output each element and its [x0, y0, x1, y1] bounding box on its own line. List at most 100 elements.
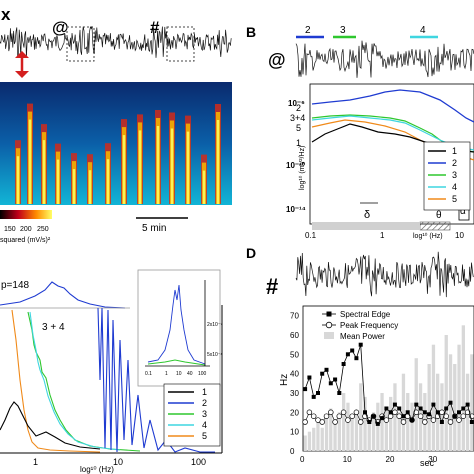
panel-b-curve-2	[311, 89, 474, 123]
panel-b: B 2 3 4 @ 10⁻⁶ 10⁻¹⁰ 10⁻¹⁴ log¹⁰ (mV²/Hz…	[246, 24, 474, 240]
panel-c-inset-y-tick-2: 5x10⁻⁸	[207, 352, 223, 358]
peak-frequency-point	[332, 419, 338, 425]
panel-b-x-label: log¹⁰ (Hz)	[413, 232, 443, 240]
mean-power-bar	[410, 402, 414, 451]
panel-c-inset-x-tick-5: 100	[198, 371, 207, 377]
spectral-edge-point	[410, 418, 414, 423]
spectrogram-burst	[186, 131, 190, 204]
spectral-edge-point	[307, 375, 312, 380]
mean-power-bar	[389, 396, 393, 451]
peak-frequency-point	[460, 413, 467, 419]
panel-c-inset-x-tick-2: 1	[165, 371, 168, 377]
peak-frequency-point	[439, 409, 445, 416]
peak-frequency-point	[336, 413, 343, 419]
panel-a-colorbar-tick-2: 200	[20, 226, 32, 233]
panel-b-band-4-label: 4	[420, 25, 426, 36]
panel-d-legend-edge-marker	[326, 311, 332, 317]
panel-d-y-tick: 0	[290, 447, 295, 456]
peak-frequency-point	[319, 419, 325, 425]
panel-a: x @ # 150 200 250 squared (mV/s)² 5 min	[0, 5, 232, 244]
spectral-edge-point	[452, 414, 457, 419]
spectrogram-burst	[88, 170, 92, 204]
panel-b-x-tick-1: 0.1	[305, 231, 317, 240]
spectral-edge-point	[469, 420, 474, 424]
mean-power-bar	[457, 344, 461, 451]
mean-power-bar	[461, 325, 465, 451]
spectral-edge-point	[439, 420, 444, 424]
spectral-edge-point	[354, 356, 359, 361]
panel-d-spectral-edge-markers	[303, 342, 474, 426]
mean-power-bar	[359, 383, 363, 451]
mean-power-bar	[324, 416, 329, 451]
mean-power-bar	[354, 412, 359, 451]
panel-b-legend-3: 3	[452, 170, 457, 180]
panel-a-box-at	[66, 26, 95, 62]
spectrogram-burst	[106, 159, 110, 204]
spectral-edge-point	[337, 391, 342, 395]
mean-power-bar	[337, 412, 341, 451]
spectrogram-burst	[56, 159, 60, 204]
peak-frequency-point	[396, 413, 402, 419]
mean-power-bar	[406, 393, 410, 451]
panel-d-x-ticks: 0 10 20 30	[300, 455, 438, 464]
panel-c-x-tick-2: 10	[113, 457, 123, 467]
panel-c-curve-1	[0, 401, 101, 450]
spectral-edge-point	[358, 342, 363, 347]
panel-c-top-blue-curve	[0, 281, 126, 309]
panel-c: p=148 3 + 4 1 10 100 log¹⁰ (Hz) 2x10⁻⁷ 5…	[0, 269, 223, 474]
panel-d-letter: D	[246, 245, 256, 261]
panel-a-at-marker: @	[52, 18, 69, 37]
mean-power-bar	[303, 435, 307, 451]
panel-d-eeg-trace	[295, 251, 474, 298]
panel-a-spectrogram	[0, 82, 232, 205]
mean-power-bar	[444, 335, 448, 451]
mean-power-bar	[312, 427, 316, 451]
mean-power-bar	[342, 393, 346, 451]
panel-a-eeg-trace	[0, 25, 232, 59]
panel-d-marker: #	[266, 274, 278, 299]
mean-power-bar	[453, 364, 457, 451]
spectrogram-burst	[216, 120, 220, 204]
panel-b-legend-2: 2	[452, 158, 457, 168]
peak-frequency-point	[349, 413, 355, 419]
panel-b-legend-5: 5	[452, 194, 457, 204]
panel-c-curve-5	[11, 309, 101, 453]
spectral-edge-point	[388, 410, 393, 415]
panel-d-legend-spectral-edge: Spectral Edge	[340, 310, 391, 319]
mean-power-bar	[393, 383, 397, 451]
panel-d-y-tick: 40	[290, 370, 299, 379]
peak-frequency-point	[456, 417, 462, 423]
spectral-edge-point	[422, 410, 427, 415]
peak-frequency-point	[357, 419, 364, 425]
spectral-edge-point	[448, 400, 453, 405]
mean-power-bar	[363, 396, 367, 451]
peak-frequency-point	[383, 417, 390, 423]
panel-c-inset-curve-2	[147, 284, 206, 365]
panel-a-colorbar-tick-3: 250	[37, 226, 49, 233]
panel-c-inset-y-tick-1: 2x10⁻⁷	[207, 322, 222, 328]
peak-frequency-point	[430, 417, 437, 423]
panel-d-y-ticks: 0 10 20 30 40 50 60 70	[290, 312, 299, 456]
spectral-edge-point	[401, 414, 406, 419]
panel-b-band-bar-gray	[312, 222, 420, 230]
peak-frequency-point	[323, 413, 330, 419]
panel-d-legend-peak-marker	[325, 321, 333, 329]
panel-b-y-tick-3: 10⁻¹⁴	[286, 205, 306, 214]
panel-d-y-tick: 10	[290, 428, 299, 437]
panel-c-x-label: log¹⁰ (Hz)	[80, 465, 114, 474]
spectral-edge-point	[465, 402, 470, 407]
spectral-edge-point	[345, 352, 350, 357]
panel-c-inset-x-tick-4: 40	[187, 371, 193, 377]
spectral-edge-point	[427, 412, 432, 417]
mean-power-bar	[440, 383, 444, 451]
panel-a-colorbar-label: squared (mV/s)²	[0, 237, 51, 244]
panel-c-annotation: p=148	[1, 280, 30, 291]
mean-power-bar	[376, 402, 380, 451]
panel-c-curve-label: 3 + 4	[42, 322, 65, 333]
panel-d-x-tick: 30	[428, 455, 437, 464]
panel-c-legend-2: 2	[202, 398, 207, 408]
panel-d-legend: Spectral Edge Peak Frequency Mean Power	[320, 308, 398, 346]
mean-power-bar	[427, 364, 431, 451]
mean-power-bar	[329, 408, 333, 451]
